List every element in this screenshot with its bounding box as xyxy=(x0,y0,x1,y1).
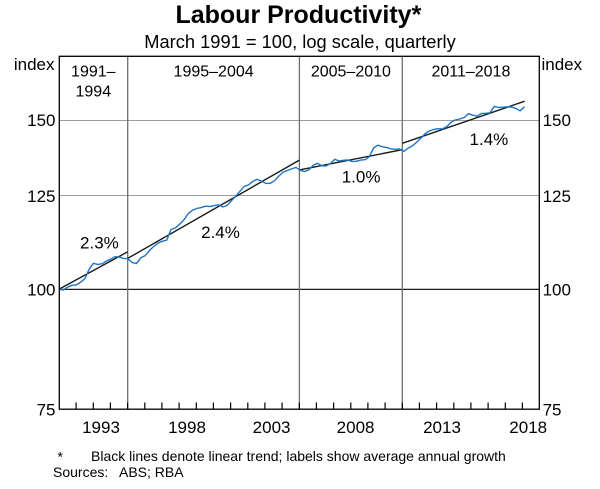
svg-text:Sources:: Sources: xyxy=(53,464,108,480)
svg-text:index: index xyxy=(14,55,55,74)
svg-text:2011–2018: 2011–2018 xyxy=(431,64,510,81)
svg-text:2.4%: 2.4% xyxy=(201,223,240,242)
svg-text:ABS; RBA: ABS; RBA xyxy=(119,464,184,480)
svg-text:Black lines denote linear tren: Black lines denote linear trend; labels … xyxy=(91,448,506,464)
svg-text:1993: 1993 xyxy=(82,418,120,437)
svg-text:75: 75 xyxy=(543,400,562,419)
svg-text:100: 100 xyxy=(543,280,571,299)
svg-text:2005–2010: 2005–2010 xyxy=(311,64,391,81)
svg-text:1.0%: 1.0% xyxy=(342,168,381,187)
svg-text:2013: 2013 xyxy=(423,418,461,437)
svg-text:March 1991 = 100, log scale, q: March 1991 = 100, log scale, quarterly xyxy=(144,31,456,52)
svg-text:*: * xyxy=(58,449,64,465)
svg-text:125: 125 xyxy=(543,187,571,206)
svg-text:1994: 1994 xyxy=(76,83,112,100)
svg-text:75: 75 xyxy=(37,400,56,419)
svg-text:2008: 2008 xyxy=(337,418,375,437)
svg-text:Labour Productivity*: Labour Productivity* xyxy=(175,1,421,29)
svg-text:150: 150 xyxy=(543,111,571,130)
svg-text:100: 100 xyxy=(27,280,55,299)
svg-text:2003: 2003 xyxy=(253,418,291,437)
svg-text:2018: 2018 xyxy=(509,418,547,437)
svg-text:1998: 1998 xyxy=(168,418,206,437)
svg-text:125: 125 xyxy=(27,187,55,206)
svg-text:1991–: 1991– xyxy=(71,64,116,81)
svg-text:index: index xyxy=(542,55,583,74)
svg-text:150: 150 xyxy=(27,111,55,130)
svg-text:1995–2004: 1995–2004 xyxy=(174,64,254,81)
svg-text:1.4%: 1.4% xyxy=(470,130,509,149)
svg-text:2.3%: 2.3% xyxy=(80,234,119,253)
